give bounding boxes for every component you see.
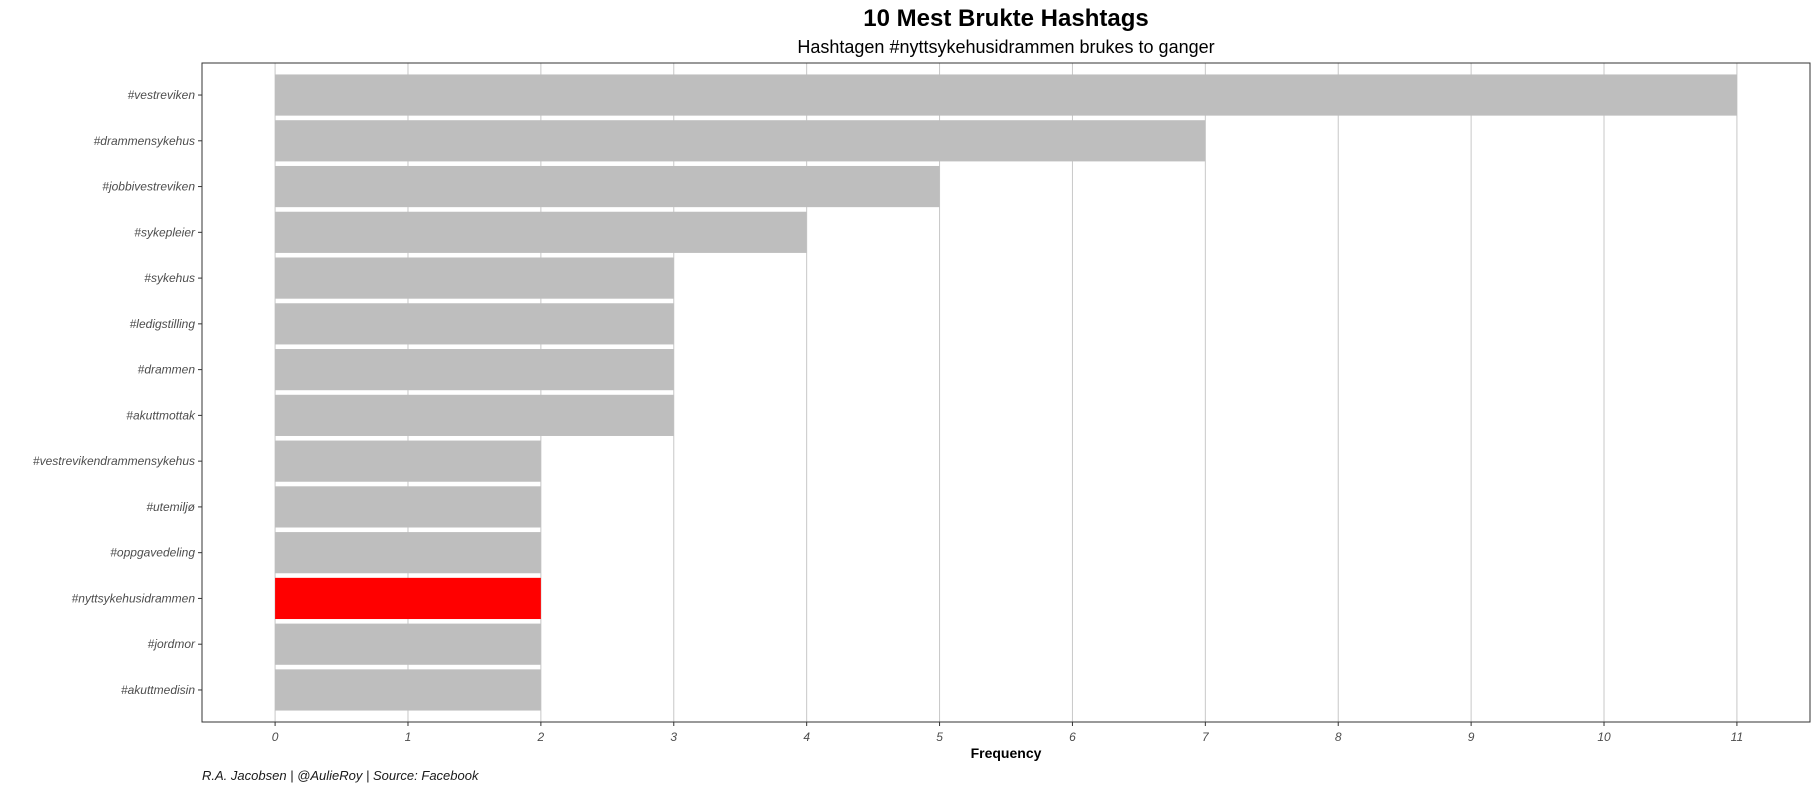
bar-sykepleier [275,211,807,253]
y-tick-label: #ledigstilling [130,317,196,331]
bar-oppgavedeling [275,532,541,574]
y-tick-labels: #vestreviken #drammensykehus #jobbivestrev… [33,88,202,697]
x-tick-label: 9 [1468,730,1475,744]
bar-akuttmedisin [275,669,541,711]
y-tick-label: #oppgavedeling [110,546,195,560]
bar-drammen [275,349,674,391]
x-tick-label: 2 [537,730,545,744]
x-tick-label: 7 [1202,730,1210,744]
x-tick-label: 3 [670,730,677,744]
y-tick-label: #drammen [138,363,196,377]
bars [275,74,1737,711]
y-tick-label: #jordmor [148,637,196,651]
x-tick-label: 5 [936,730,943,744]
bar-vestrevikendrammensykehus [275,440,541,482]
chart-title: 10 Mest Brukte Hashtags [863,5,1148,32]
y-tick-label: #vestreviken [128,88,196,102]
y-tick-label: #drammensykehus [94,134,195,148]
y-tick-label: #utemiljø [146,500,195,514]
x-tick-labels: 0 1 2 3 4 5 6 7 8 9 10 11 [272,722,1743,744]
y-tick-label: #akuttmottak [126,408,196,422]
x-tick-label: 4 [803,730,810,744]
x-tick-label: 0 [272,730,279,744]
y-tick-label: #vestrevikendrammensykehus [33,454,195,468]
bar-drammensykehus [275,120,1206,162]
x-tick-label: 6 [1069,730,1076,744]
x-axis-label: Frequency [971,745,1042,761]
y-tick-label: #jobbivestreviken [102,180,195,194]
y-tick-label: #akuttmedisin [121,683,195,697]
bar-ledigstilling [275,303,674,345]
y-tick-label: #sykepleier [134,225,196,239]
x-tick-label: 10 [1597,730,1611,744]
grid-lines [274,63,1738,722]
chart-caption: R.A. Jacobsen | @AulieRoy | Source: Face… [202,768,480,783]
y-tick-label: #nyttsykehusidrammen [72,591,196,605]
bar-nyttsykehusidrammen [275,577,541,620]
y-tick-label: #sykehus [144,271,195,285]
panel-border [201,62,1811,723]
x-tick-label: 8 [1335,730,1342,744]
bar-utemiljø [275,486,541,528]
bar-vestreviken [275,74,1737,116]
bar-sykehus [275,257,674,299]
bar-jordmor [275,623,541,665]
chart-subtitle: Hashtagen #nyttsykehusidrammen brukes to… [797,37,1214,57]
x-tick-label: 1 [405,730,412,744]
bar-akuttmottak [275,394,674,436]
bar-jobbivestreviken [275,165,940,208]
x-tick-label: 11 [1731,730,1743,744]
